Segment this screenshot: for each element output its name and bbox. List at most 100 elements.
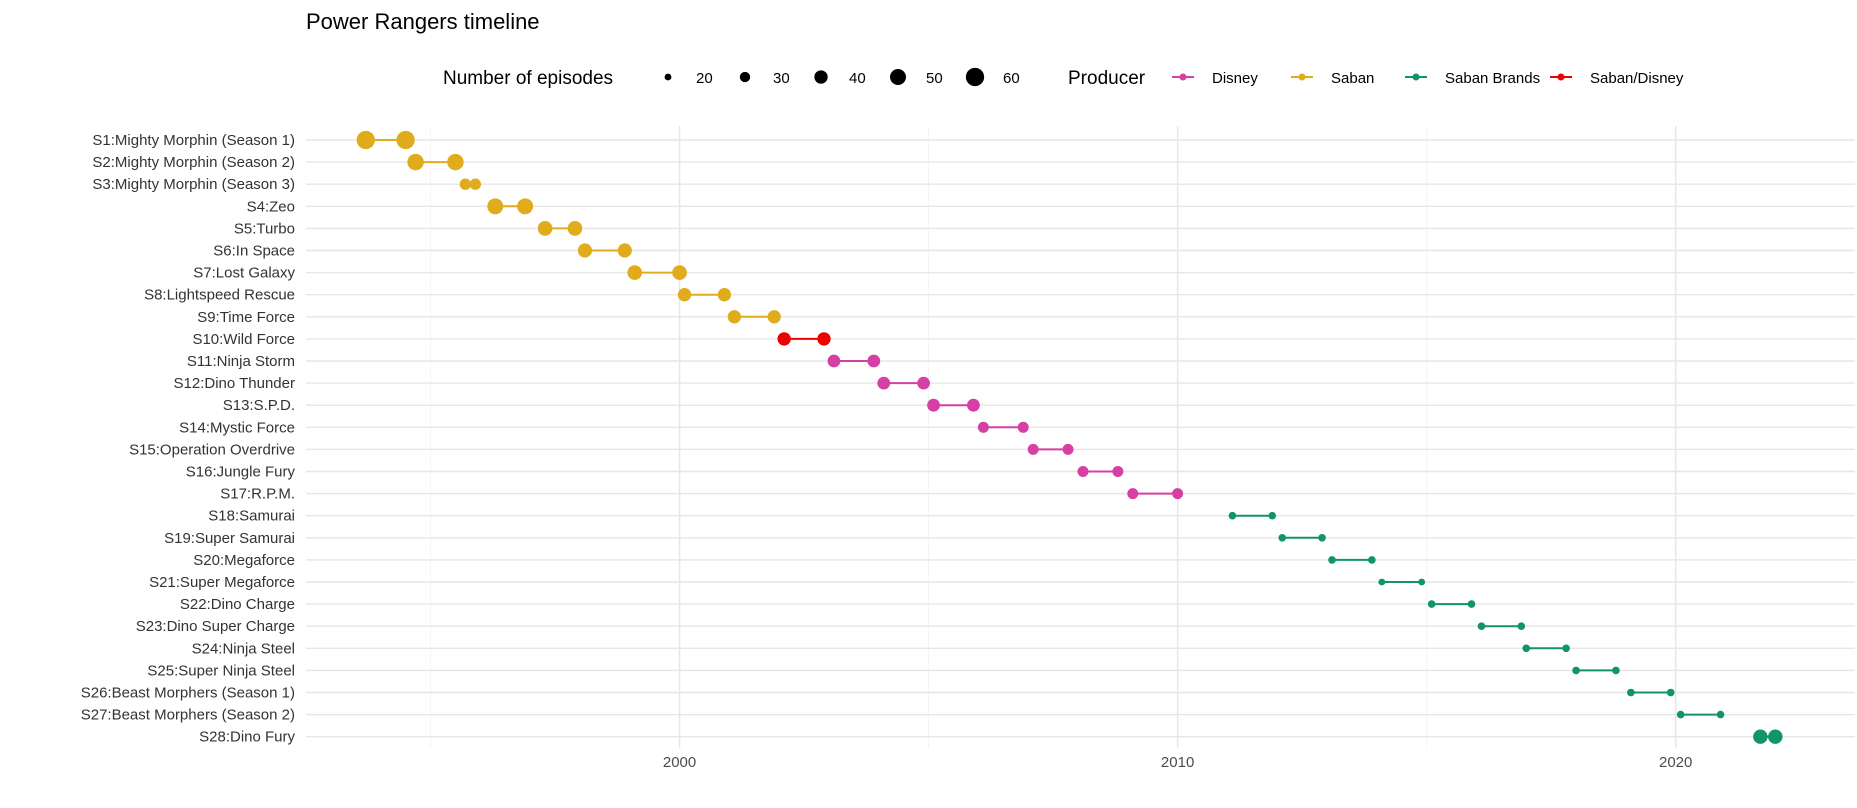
y-tick-label: S7:Lost Galaxy bbox=[193, 265, 295, 282]
season-s21 bbox=[1378, 578, 1426, 586]
data-marks bbox=[356, 130, 1783, 744]
season-start-point bbox=[577, 243, 592, 258]
y-tick-label: S10:Wild Force bbox=[192, 331, 295, 348]
y-tick-label: S8:Lightspeed Rescue bbox=[144, 287, 295, 304]
y-tick-label: S17:R.P.M. bbox=[220, 486, 295, 503]
season-s1 bbox=[356, 130, 415, 150]
season-end-point bbox=[1017, 421, 1029, 433]
season-s7 bbox=[627, 265, 687, 280]
season-start-point bbox=[677, 288, 692, 302]
y-tick-label: S24:Ninja Steel bbox=[192, 640, 295, 657]
y-tick-label: S16:Jungle Fury bbox=[186, 464, 296, 481]
season-s19 bbox=[1278, 533, 1326, 542]
producer-legend-key-point bbox=[1412, 73, 1420, 81]
season-start-point bbox=[537, 221, 553, 236]
season-end-point bbox=[967, 398, 980, 412]
y-tick-label: S27:Beast Morphers (Season 2) bbox=[81, 707, 295, 724]
season-start-point bbox=[407, 153, 424, 171]
y-tick-label: S19:Super Samurai bbox=[164, 530, 295, 547]
season-s25 bbox=[1572, 666, 1620, 675]
x-tick-label: 2000 bbox=[663, 754, 696, 771]
season-start-point bbox=[927, 398, 940, 412]
season-end-point bbox=[1517, 622, 1526, 631]
season-s15 bbox=[1027, 443, 1074, 455]
season-s12 bbox=[877, 376, 930, 390]
season-s23 bbox=[1477, 622, 1526, 631]
season-s26 bbox=[1627, 688, 1675, 697]
season-s10 bbox=[777, 332, 831, 346]
size-legend-key bbox=[739, 71, 751, 83]
size-legend-label: 20 bbox=[696, 70, 713, 87]
season-end-point bbox=[1562, 644, 1570, 653]
season-s14 bbox=[977, 421, 1029, 433]
y-tick-label: S6:In Space bbox=[213, 243, 295, 260]
size-legend-label: 30 bbox=[773, 70, 790, 87]
season-s27 bbox=[1676, 710, 1725, 719]
size-legend-key bbox=[814, 70, 828, 84]
season-start-point bbox=[1522, 644, 1531, 653]
producer-legend-label: Disney bbox=[1212, 70, 1258, 87]
season-start-point bbox=[877, 376, 891, 390]
season-s2 bbox=[407, 153, 464, 171]
y-axis-labels: S1:Mighty Morphin (Season 1) S2:Mighty Mo… bbox=[81, 132, 296, 746]
season-start-point bbox=[827, 354, 841, 368]
season-s8 bbox=[677, 288, 732, 302]
season-end-point bbox=[672, 265, 687, 280]
y-tick-label: S28:Dino Fury bbox=[199, 729, 295, 746]
season-s24 bbox=[1522, 644, 1570, 653]
season-end-point bbox=[1418, 578, 1426, 586]
size-legend-label: 60 bbox=[1003, 70, 1020, 87]
producer-legend-title: Producer bbox=[1068, 68, 1146, 89]
y-tick-label: S12:Dino Thunder bbox=[174, 375, 295, 392]
y-tick-label: S20:Megaforce bbox=[193, 552, 295, 569]
producer-legend-key-point bbox=[1557, 73, 1565, 81]
producer-legend-key-point bbox=[1179, 73, 1187, 81]
season-end-point bbox=[917, 376, 930, 390]
season-s5 bbox=[537, 221, 583, 236]
season-start-point bbox=[1077, 466, 1089, 477]
season-end-point bbox=[1368, 556, 1376, 564]
y-tick-label: S11:Ninja Storm bbox=[187, 353, 295, 370]
season-start-point bbox=[1027, 443, 1039, 455]
season-start-point bbox=[727, 310, 742, 324]
season-s13 bbox=[927, 398, 980, 412]
season-end-point bbox=[1062, 443, 1074, 455]
y-tick-label: S13:S.P.D. bbox=[223, 397, 295, 414]
size-legend-label: 40 bbox=[849, 70, 866, 87]
season-end-point bbox=[1612, 666, 1620, 675]
season-start-point bbox=[1328, 556, 1336, 564]
season-end-point bbox=[1268, 511, 1277, 520]
season-end-point bbox=[396, 130, 415, 150]
y-tick-label: S4:Zeo bbox=[247, 198, 295, 215]
season-end-point bbox=[1172, 488, 1184, 500]
y-tick-label: S22:Dino Charge bbox=[180, 596, 295, 613]
season-end-point bbox=[867, 354, 881, 368]
season-s6 bbox=[577, 243, 632, 258]
season-end-point bbox=[1768, 729, 1783, 744]
season-start-point bbox=[487, 198, 504, 215]
season-s20 bbox=[1328, 556, 1376, 564]
producer-legend-label: Saban Brands bbox=[1445, 70, 1540, 87]
y-tick-label: S2:Mighty Morphin (Season 2) bbox=[92, 154, 295, 171]
y-tick-label: S9:Time Force bbox=[197, 309, 295, 326]
season-s9 bbox=[727, 310, 781, 324]
size-legend-title: Number of episodes bbox=[443, 68, 613, 89]
season-end-point bbox=[817, 332, 831, 346]
producer-legend-label: Saban bbox=[1331, 70, 1374, 87]
season-s28 bbox=[1753, 729, 1783, 744]
season-end-point bbox=[469, 178, 481, 190]
season-s4 bbox=[487, 198, 534, 215]
season-end-point bbox=[1467, 600, 1476, 608]
season-end-point bbox=[1318, 533, 1326, 542]
season-s22 bbox=[1427, 600, 1476, 608]
season-start-point bbox=[1378, 578, 1386, 586]
grid bbox=[306, 126, 1855, 748]
x-axis-labels: 2000 2010 2020 bbox=[663, 754, 1693, 771]
producer-legend-key-point bbox=[1298, 73, 1306, 81]
season-start-point bbox=[1127, 488, 1139, 500]
size-legend-key bbox=[965, 67, 985, 87]
season-end-point bbox=[1112, 466, 1124, 477]
y-tick-label: S18:Samurai bbox=[208, 508, 295, 525]
season-start-point bbox=[1753, 729, 1768, 744]
season-start-point bbox=[356, 130, 375, 150]
